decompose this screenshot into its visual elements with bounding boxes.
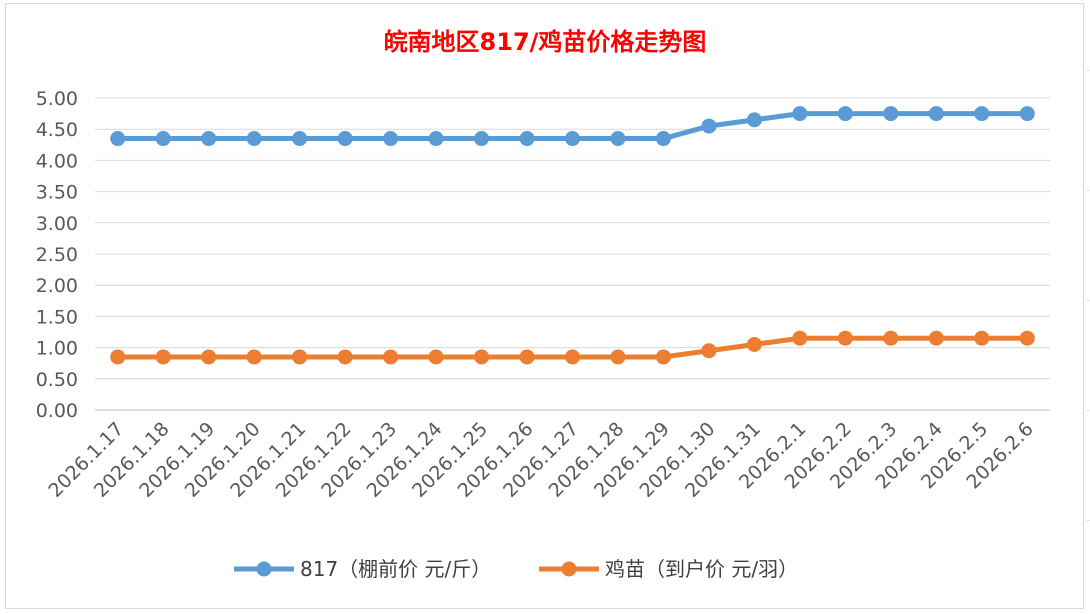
data-point (383, 131, 399, 147)
data-point (974, 330, 990, 346)
data-point (246, 131, 262, 147)
legend-marker-817 (256, 561, 272, 577)
data-point (201, 131, 217, 147)
y-tick-label: 3.50 (36, 182, 78, 204)
data-point (292, 131, 308, 147)
sheet-gridline (1086, 190, 1090, 191)
x-axis-ticks: 2026.1.172026.1.182026.1.192026.1.202026… (44, 418, 1037, 502)
data-point (1019, 330, 1035, 346)
data-point (474, 131, 490, 147)
sheet-gridline (1086, 520, 1090, 521)
series-group (110, 106, 1035, 365)
y-tick-label: 2.00 (36, 275, 78, 297)
chart-title: 皖南地区817/鸡苗价格走势图 (384, 28, 707, 56)
data-point (155, 131, 171, 147)
data-point (655, 131, 671, 147)
data-point (701, 343, 717, 359)
legend-marker-chick (561, 561, 577, 577)
data-point (474, 349, 490, 365)
data-point (519, 349, 535, 365)
legend-label-817: 817（棚前价 元/斤） (300, 557, 491, 581)
gridlines (95, 97, 1050, 411)
data-point (837, 106, 853, 122)
legend: 817（棚前价 元/斤） 鸡苗（到户价 元/羽） (234, 557, 798, 581)
data-point (655, 349, 671, 365)
y-tick-label: 1.50 (36, 306, 78, 328)
data-point (746, 112, 762, 128)
legend-label-chick: 鸡苗（到户价 元/羽） (605, 557, 798, 581)
sheet-gridline (1086, 410, 1090, 411)
data-point (110, 349, 126, 365)
data-point (565, 349, 580, 365)
sheet-gridline (1086, 70, 1090, 71)
y-tick-label: 1.00 (36, 338, 78, 360)
y-tick-label: 0.50 (36, 369, 78, 391)
data-point (110, 131, 126, 147)
data-point (746, 336, 762, 352)
data-point (292, 349, 308, 365)
data-point (337, 131, 353, 147)
data-point (428, 131, 444, 147)
data-point (928, 106, 944, 122)
data-point (519, 131, 535, 147)
chart-frame (5, 3, 1084, 609)
y-tick-label: 4.00 (36, 150, 78, 172)
data-point (701, 118, 717, 134)
data-point (883, 106, 899, 122)
sheet-gridline (1086, 300, 1090, 301)
data-point (201, 349, 217, 365)
data-point (1019, 106, 1035, 122)
y-tick-label: 2.50 (36, 244, 78, 266)
y-axis-ticks: 0.00 0.50 1.00 1.50 2.00 2.50 3.00 3.50 4.00 4.50… (36, 88, 78, 422)
series-0 (110, 106, 1035, 147)
y-tick-label: 5.00 (36, 88, 78, 110)
data-point (928, 330, 944, 346)
data-point (792, 330, 808, 346)
data-point (155, 349, 171, 365)
data-point (337, 349, 353, 365)
data-point (883, 330, 899, 346)
data-point (565, 131, 580, 147)
y-tick-label: 4.50 (36, 119, 78, 141)
data-point (610, 131, 626, 147)
data-point (428, 349, 444, 365)
y-tick-label: 3.00 (36, 213, 78, 235)
data-point (610, 349, 626, 365)
data-point (792, 106, 808, 122)
y-tick-label: 0.00 (36, 400, 78, 422)
data-point (974, 106, 990, 122)
data-point (246, 349, 262, 365)
data-point (837, 330, 853, 346)
data-point (383, 349, 399, 365)
series-1 (110, 330, 1035, 365)
